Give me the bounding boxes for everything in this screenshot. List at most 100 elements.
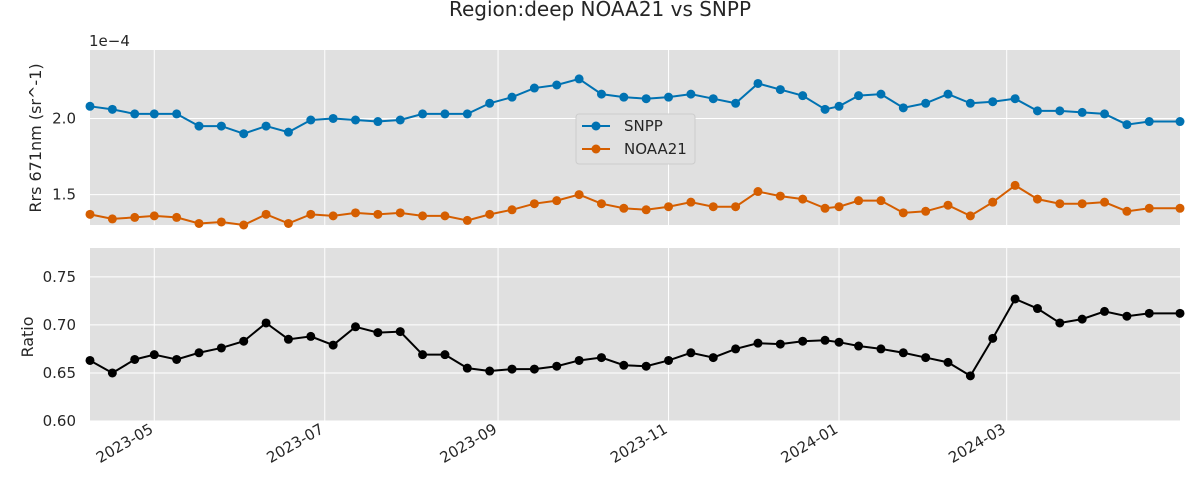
top-series-snpp-point-47 <box>1122 120 1132 130</box>
bottom-series-ratio-point-41 <box>988 333 998 343</box>
bottom-series-ratio-point-49 <box>1175 308 1185 318</box>
top-series-noaa21-point-42 <box>1010 180 1020 190</box>
bottom-series-ratio-point-29 <box>731 344 741 354</box>
top-series-noaa21-point-23 <box>596 199 606 209</box>
top-series-snpp-point-43 <box>1032 106 1042 116</box>
top-series-snpp-point-27 <box>686 89 696 99</box>
bottom-series-ratio-point-3 <box>149 350 159 360</box>
bottom-series-ratio-point-10 <box>306 331 316 341</box>
legend-snpp-label: SNPP <box>624 117 663 135</box>
top-series-snpp-point-3 <box>149 109 159 119</box>
top-series-snpp-point-4 <box>172 109 182 119</box>
bottom-series-ratio-point-39 <box>943 357 953 367</box>
bottom-series-ratio-point-8 <box>261 318 271 328</box>
top-series-snpp-point-5 <box>194 121 204 131</box>
x-tick-label-0: 2023-05 <box>93 420 156 467</box>
top-panel: 1.5 2.0 1e−4 Rrs 671nm (sr^-1) SNPP NOAA2… <box>26 32 1185 230</box>
top-series-snpp-point-41 <box>988 97 998 107</box>
bottom-panel: 0.60 0.65 0.70 0.75 Ratio <box>18 248 1185 430</box>
bottom-y-tick-label-1: 0.65 <box>43 364 76 382</box>
bottom-series-ratio-point-36 <box>876 344 886 354</box>
bottom-series-ratio-point-40 <box>965 371 975 381</box>
bottom-series-ratio-point-4 <box>172 354 182 364</box>
top-series-snpp-point-49 <box>1175 117 1185 127</box>
top-series-noaa21-point-48 <box>1144 203 1154 213</box>
top-series-snpp-point-32 <box>798 91 808 101</box>
top-series-snpp-point-39 <box>943 89 953 99</box>
top-series-snpp-point-25 <box>641 94 651 104</box>
bottom-series-ratio-point-13 <box>373 328 383 338</box>
bottom-series-ratio-point-34 <box>834 337 844 347</box>
top-series-snpp-point-8 <box>261 121 271 131</box>
top-series-snpp-point-9 <box>283 127 293 137</box>
top-series-noaa21-point-30 <box>753 187 763 197</box>
top-series-snpp-point-42 <box>1010 94 1020 104</box>
top-series-noaa21-point-41 <box>988 197 998 207</box>
top-y-tick-label-0: 1.5 <box>52 186 76 204</box>
top-series-noaa21-point-8 <box>261 209 271 219</box>
bottom-y-tick-label-3: 0.75 <box>43 268 76 286</box>
bottom-series-ratio-point-14 <box>395 327 405 337</box>
top-y-axis-label: Rrs 671nm (sr^-1) <box>26 63 45 212</box>
top-series-noaa21-point-46 <box>1100 197 1110 207</box>
bottom-series-group <box>85 294 1185 381</box>
top-series-snpp-point-36 <box>876 89 886 99</box>
top-series-noaa21-point-26 <box>664 202 674 212</box>
bottom-series-ratio-point-32 <box>798 336 808 346</box>
top-series-snpp-point-18 <box>485 98 495 108</box>
top-series-noaa21-point-11 <box>328 211 338 221</box>
top-series-snpp-point-0 <box>85 101 95 111</box>
top-series-snpp-point-19 <box>507 92 517 102</box>
top-series-noaa21-point-24 <box>619 203 629 213</box>
bottom-series-ratio-point-35 <box>854 341 864 351</box>
bottom-series-ratio-point-18 <box>485 366 495 376</box>
top-series-noaa21-point-13 <box>373 209 383 219</box>
x-tick-label-2: 2023-09 <box>437 420 500 467</box>
x-tick-label-5: 2024-03 <box>945 420 1008 467</box>
top-series-snpp-point-38 <box>921 98 931 108</box>
top-series-noaa21-point-37 <box>898 208 908 218</box>
top-series-snpp-point-6 <box>216 121 226 131</box>
bottom-series-ratio-point-0 <box>85 355 95 365</box>
top-series-snpp-point-14 <box>395 115 405 125</box>
bottom-series-ratio-point-28 <box>708 353 718 363</box>
top-series-noaa21-point-5 <box>194 218 204 228</box>
x-tick-label-3: 2023-11 <box>607 420 670 467</box>
bottom-series-ratio-point-12 <box>351 322 361 332</box>
bottom-series-ratio-point-21 <box>552 361 562 371</box>
top-series-noaa21-point-18 <box>485 209 495 219</box>
top-series-noaa21-point-40 <box>965 211 975 221</box>
top-series-noaa21-point-28 <box>708 202 718 212</box>
top-series-noaa21-point-38 <box>921 206 931 216</box>
legend-snpp-marker <box>591 121 601 131</box>
top-series-noaa21-point-9 <box>283 218 293 228</box>
bottom-series-ratio-point-47 <box>1122 311 1132 321</box>
bottom-y-tick-label-2: 0.70 <box>43 316 76 334</box>
top-series-noaa21-point-29 <box>731 202 741 212</box>
bottom-series-ratio-line <box>89 297 1180 378</box>
top-series-noaa21-point-17 <box>462 215 472 225</box>
top-series-noaa21-point-16 <box>440 211 450 221</box>
top-offset-label: 1e−4 <box>89 32 130 50</box>
bottom-series-ratio-point-1 <box>107 368 117 378</box>
top-series-noaa21-point-15 <box>418 211 428 221</box>
top-series-snpp-point-48 <box>1144 117 1154 127</box>
top-series-noaa21-point-19 <box>507 205 517 215</box>
top-series-snpp-point-28 <box>708 94 718 104</box>
top-series-noaa21-point-34 <box>834 202 844 212</box>
legend-noaa21-label: NOAA21 <box>624 140 687 158</box>
bottom-series-ratio-point-24 <box>619 360 629 370</box>
bottom-series-ratio-point-7 <box>239 336 249 346</box>
top-series-noaa21-point-6 <box>216 217 226 227</box>
top-series-snpp-point-22 <box>574 74 584 84</box>
top-series-noaa21-point-1 <box>107 214 117 224</box>
top-series-snpp-point-31 <box>775 85 785 95</box>
top-series-snpp-point-26 <box>664 92 674 102</box>
top-series-snpp-point-11 <box>328 113 338 123</box>
top-series-snpp-point-30 <box>753 78 763 88</box>
top-y-ticks: 1.5 2.0 <box>52 109 76 203</box>
top-series-noaa21-point-35 <box>854 196 864 206</box>
top-series-snpp-point-34 <box>834 101 844 111</box>
bottom-gridlines <box>90 248 1180 422</box>
top-series-group <box>85 74 1185 230</box>
